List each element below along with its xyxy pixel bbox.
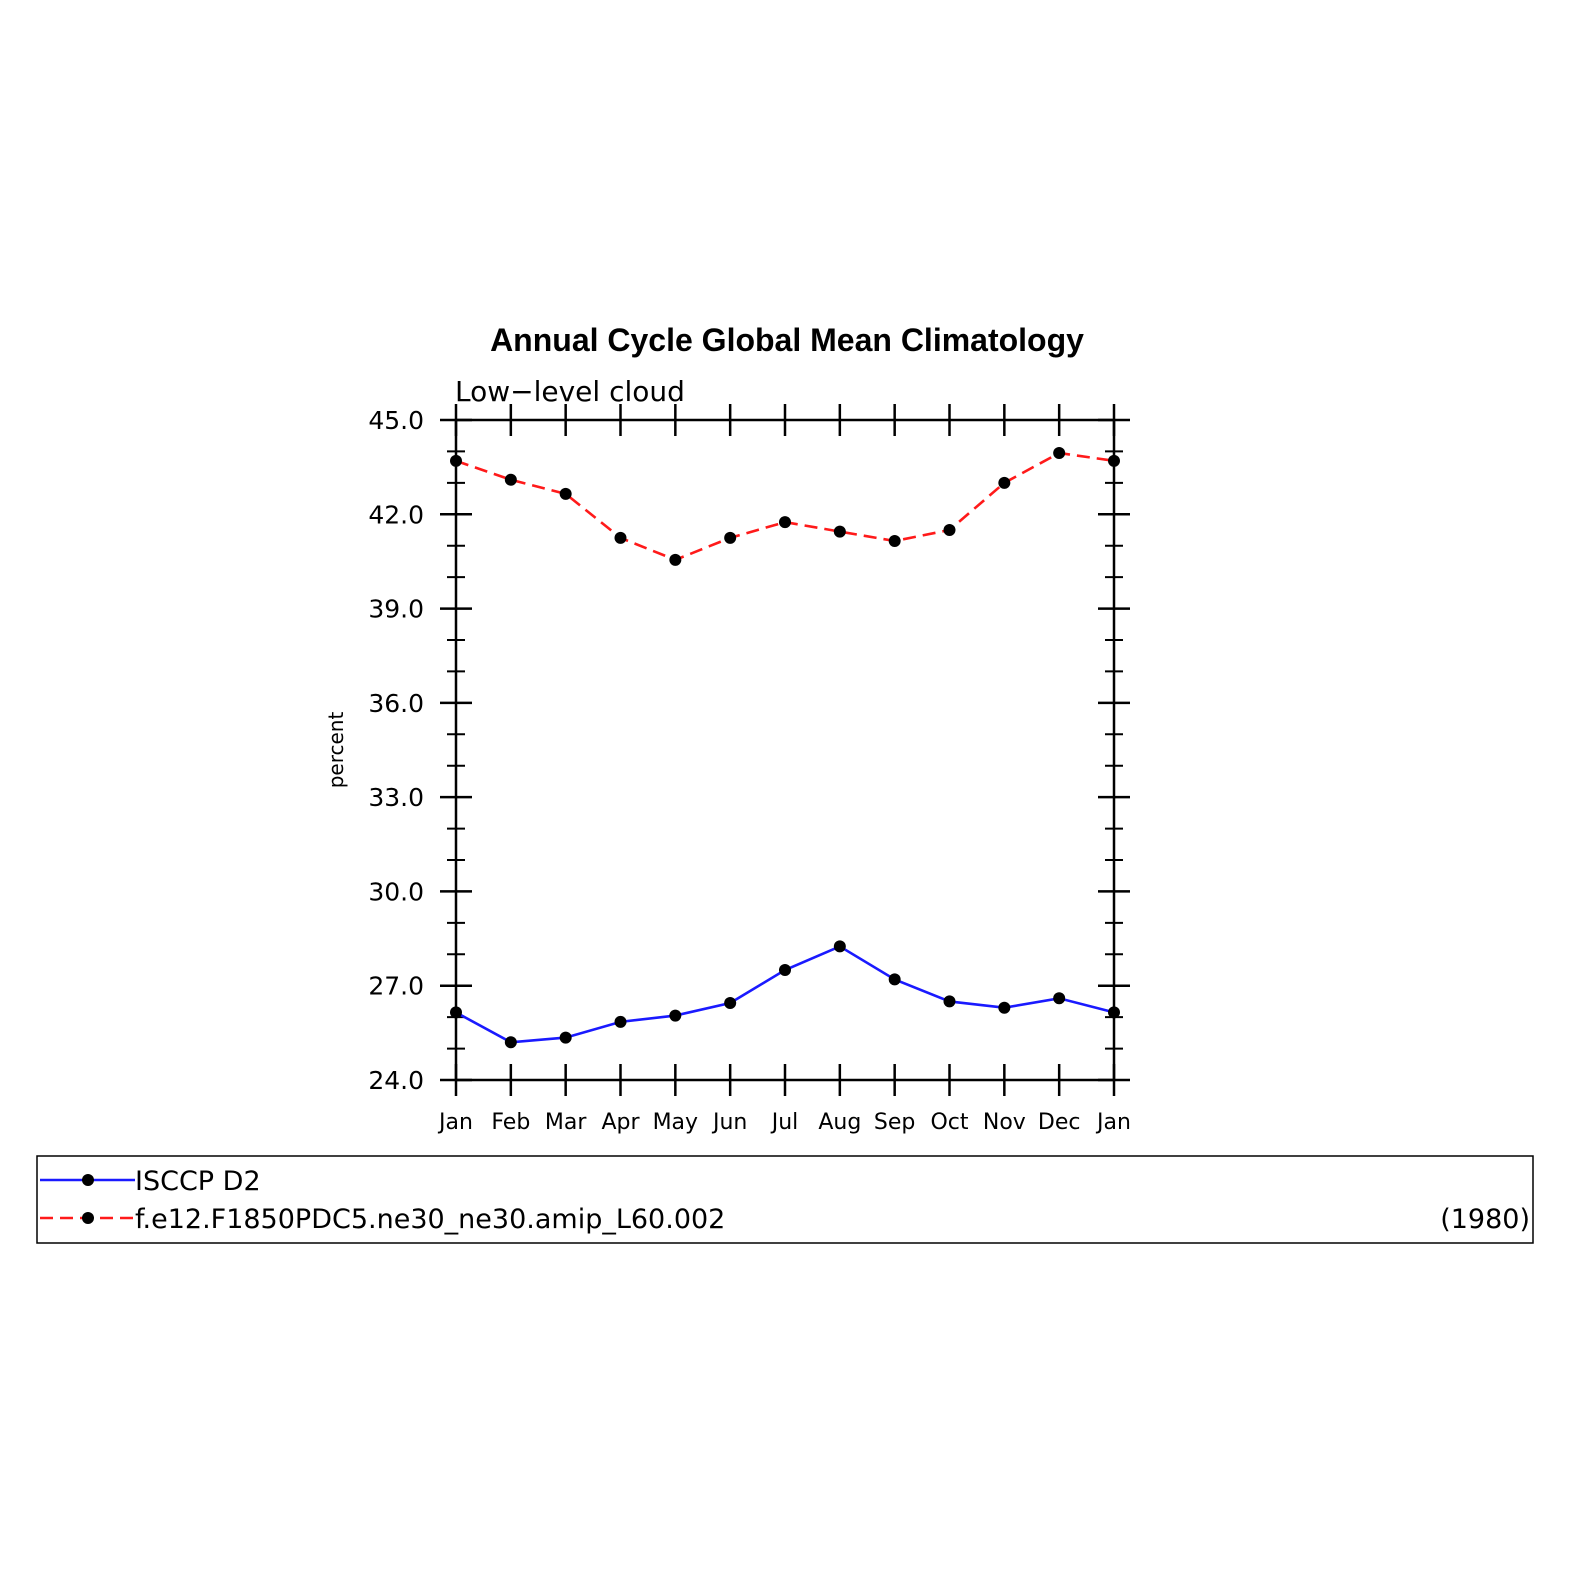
series-0-point [998,1001,1011,1014]
legend-label-model: f.e12.F1850PDC5.ne30_ne30.amip_L60.002 [135,1204,725,1235]
series-0-point [779,964,791,976]
ticks-layer: Jan Feb Mar Apr May Jun Jul Aug Sep Oct Nov Dec Jan 2… [368,404,1131,1135]
series-1-point [724,531,737,544]
x-tick-label: Mar [545,1110,587,1135]
y-tick-label: 27.0 [368,972,424,1001]
series-1-point [888,535,901,547]
series-1-point [833,525,846,538]
y-tick-label: 30.0 [368,877,424,906]
series-0-point [888,973,901,986]
x-tick-label: Nov [983,1110,1026,1135]
y-tick-label: 24.0 [368,1066,424,1095]
plot-frame [454,418,1116,1082]
x-tick-label: Jul [770,1110,799,1135]
x-tick-label: Jan [437,1110,473,1135]
series-line-1 [455,451,1115,562]
series-1-point [614,531,627,544]
legend-marker-model [82,1212,94,1224]
series-layer [450,447,1120,1049]
legend-entry-model: f.e12.F1850PDC5.ne30_ne30.amip_L60.002 (… [40,1204,1530,1235]
series-1-point [1053,447,1066,459]
x-tick-label: Jan [1095,1110,1131,1135]
series-line-0 [455,944,1115,1044]
legend-marker-isccp [82,1174,94,1186]
series-1-point [559,487,572,500]
chart-title: Annual Cycle Global Mean Climatology [490,322,1084,358]
x-tick-label: Jun [711,1110,747,1135]
x-tick-label: Aug [818,1110,861,1135]
legend-entry-isccp: ISCCP D2 [40,1166,261,1197]
series-1-point [669,553,682,566]
chart-subtitle: Low−level cloud [455,375,685,408]
series-0-point [724,997,737,1009]
series-1-point [943,524,956,536]
x-tick-label: Apr [601,1110,640,1135]
series-1-point [504,473,517,486]
y-tick-label: 39.0 [368,595,424,624]
x-tick-label: Feb [491,1110,530,1135]
series-0-point [669,1009,682,1022]
series-0-point [504,1036,517,1049]
x-tick-label: Oct [930,1110,968,1135]
y-tick-label: 45.0 [368,406,424,435]
series-0-point [1053,992,1066,1005]
series-0-point [943,995,956,1008]
legend-label-isccp: ISCCP D2 [135,1166,261,1197]
y-axis-label: percent [324,712,348,789]
legend-box [36,1155,1534,1244]
x-tick-label: Dec [1038,1110,1081,1135]
series-1-point [779,516,791,529]
series-1-point [998,476,1011,489]
x-tick-label: May [653,1110,698,1135]
legend: ISCCP D2 f.e12.F1850PDC5.ne30_ne30.amip_… [36,1155,1534,1244]
y-tick-label: 36.0 [368,689,424,718]
y-tick-label: 33.0 [368,783,424,812]
series-0-point [833,940,846,953]
y-tick-label: 42.0 [368,500,424,529]
series-0-point [614,1015,627,1028]
series-0-point [559,1031,572,1044]
x-tick-label: Sep [874,1110,915,1135]
legend-note: (1980) [1440,1204,1530,1235]
